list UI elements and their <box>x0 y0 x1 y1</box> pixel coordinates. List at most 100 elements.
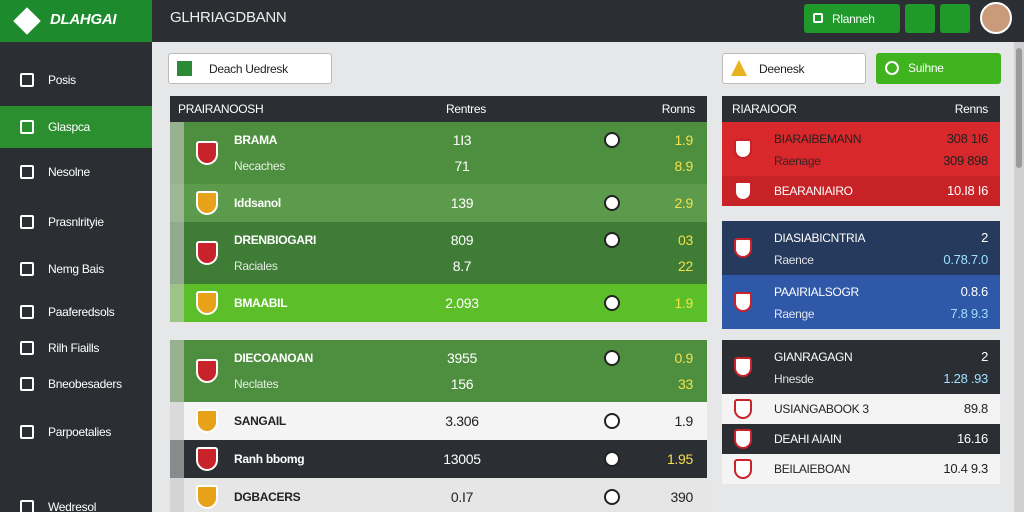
team-badge <box>734 292 752 312</box>
team-badge <box>734 459 752 479</box>
icon <box>20 262 34 276</box>
value: 3955 <box>447 350 477 366</box>
table-row[interactable]: Iddsanol 139 2.9 <box>170 184 707 222</box>
ball-icon <box>604 295 620 311</box>
score: 22 <box>678 258 693 274</box>
table-row[interactable]: USIANGABOOK 3 89.8 <box>722 394 1000 424</box>
icon <box>731 60 747 76</box>
value: 2 <box>981 230 988 245</box>
table-row[interactable]: BEARANIAIRO 10.I8 I6 <box>722 176 1000 206</box>
team-name: BMAABIL <box>234 296 288 310</box>
sidebar-label: Glaspca <box>48 120 90 134</box>
right-select-label: Deenesk <box>759 62 805 76</box>
table-row[interactable]: BRAMA Necaches 1I3 71 1.9 8.9 <box>170 122 707 184</box>
value: 156 <box>450 376 474 392</box>
team-sub: Raenge <box>774 307 815 321</box>
sidebar-item[interactable]: Glaspca <box>0 106 152 148</box>
ball-icon <box>604 451 620 467</box>
table-row[interactable]: PAAIRIALSOGR Raenge 0.8.6 7.8 9.3 <box>722 275 1000 329</box>
team-sub: Raciales <box>234 259 278 273</box>
team-name: DIECOANOAN <box>234 351 314 365</box>
icon <box>177 61 192 76</box>
team-name: GIANRAGAGN <box>774 350 853 364</box>
team-badge <box>734 238 752 258</box>
value: 16.16 <box>956 431 988 446</box>
value: 1.28 .93 <box>943 371 988 386</box>
row-strip <box>170 340 184 402</box>
sidebar-label: Rilh Fiaills <box>48 341 100 355</box>
team-name: DRENBIOGARI <box>234 233 317 247</box>
sidebar-item[interactable]: Bneobesaders <box>0 363 152 405</box>
sidebar-item[interactable]: Prasnlrityie <box>0 201 152 243</box>
icon <box>20 341 34 355</box>
score: 8.9 <box>674 158 693 174</box>
team-name: BIARAIBEMANN <box>774 132 862 146</box>
team-name: DIASIABICNTRIA <box>774 231 866 245</box>
row-strip <box>170 122 184 184</box>
table-row[interactable]: BIARAIBEMANN Raenage 308 1I6 309 898 <box>722 122 1000 176</box>
score: 03 <box>678 232 693 248</box>
sidebar-item[interactable]: Nemg Bais <box>0 248 152 290</box>
sidebar-item[interactable]: Rilh Fiaills <box>0 327 152 369</box>
top-button[interactable]: Rlanneh <box>804 4 900 33</box>
sidebar-item[interactable]: Nesolne <box>0 151 152 193</box>
icon <box>885 61 899 75</box>
sidebar-label: Bneobesaders <box>48 377 122 391</box>
table-row[interactable]: BEILAIEBOAN 10.4 9.3 <box>722 454 1000 484</box>
table-row[interactable]: DGBACERS 0.I7 390 <box>170 478 707 512</box>
row-strip <box>170 184 184 222</box>
logo-area[interactable]: DLAHGAI <box>0 0 152 42</box>
value: 809 <box>450 232 474 248</box>
team-name: Iddsanol <box>234 196 281 210</box>
icon <box>20 215 34 229</box>
team-sub: Raenage <box>774 154 821 168</box>
sidebar-label: Wedresol <box>48 500 97 512</box>
filter-button[interactable]: Suihne <box>876 53 1001 84</box>
table-row[interactable]: DIASIABICNTRIA Raence 2 0.78.7.0 <box>722 221 1000 275</box>
table-row[interactable]: GIANRAGAGN Hnesde 2 1.28 .93 <box>722 340 1000 394</box>
sidebar-item[interactable]: Posis <box>0 59 152 101</box>
value: 3.306 <box>445 413 479 429</box>
value: 13005 <box>443 451 481 467</box>
team-name: BEILAIEBOAN <box>774 462 851 476</box>
table-row[interactable]: DRENBIOGARI Raciales 809 8.7 03 22 <box>170 222 707 284</box>
score: 390 <box>670 489 694 505</box>
sidebar-item[interactable]: Paaferedsols <box>0 291 152 333</box>
icon <box>20 165 34 179</box>
team-sub: Necaches <box>234 159 285 173</box>
value: 10.4 9.3 <box>943 461 988 476</box>
value: 0.78.7.0 <box>943 252 988 267</box>
table-row[interactable]: BMAABIL 2.093 1.9 <box>170 284 707 322</box>
value: 89.8 <box>963 401 988 416</box>
avatar[interactable] <box>980 2 1012 34</box>
scroll-thumb[interactable] <box>1016 48 1022 168</box>
value: 71 <box>454 158 470 174</box>
column-header: Rentres <box>446 102 486 116</box>
sidebar-label: Posis <box>48 73 76 87</box>
menu-button[interactable] <box>940 4 970 33</box>
filter-button-label: Suihne <box>908 61 944 75</box>
sidebar-item[interactable]: Parpoetalies <box>0 411 152 453</box>
sidebar-label: Paaferedsols <box>48 305 115 319</box>
team-badge <box>734 399 752 419</box>
ball-icon <box>604 489 620 505</box>
sidebar-label: Prasnlrityie <box>48 215 104 229</box>
team-badge <box>734 139 752 159</box>
table-row[interactable]: Ranh bbomg 13005 1.95 <box>170 440 707 478</box>
tools-button[interactable] <box>905 4 935 33</box>
table-row[interactable]: DIECOANOAN Neclates 3955 156 0.9 33 <box>170 340 707 402</box>
value: 308 1I6 <box>946 131 989 146</box>
sidebar-item[interactable]: Wedresol <box>0 486 152 512</box>
table-row[interactable]: DEAHI AIAIN 16.16 <box>722 424 1000 454</box>
score: 1.9 <box>674 295 693 311</box>
table-row[interactable]: SANGAIL 3.306 1.9 <box>170 402 707 440</box>
team-badge <box>196 409 218 433</box>
team-badge <box>196 291 218 315</box>
right-select[interactable]: Deenesk <box>722 53 866 84</box>
team-sub: Neclates <box>234 377 279 391</box>
ball-icon <box>604 195 620 211</box>
team-name: Ranh bbomg <box>234 452 305 466</box>
team-sub: Hnesde <box>774 372 814 386</box>
left-select[interactable]: Deach Uedresk <box>168 53 332 84</box>
